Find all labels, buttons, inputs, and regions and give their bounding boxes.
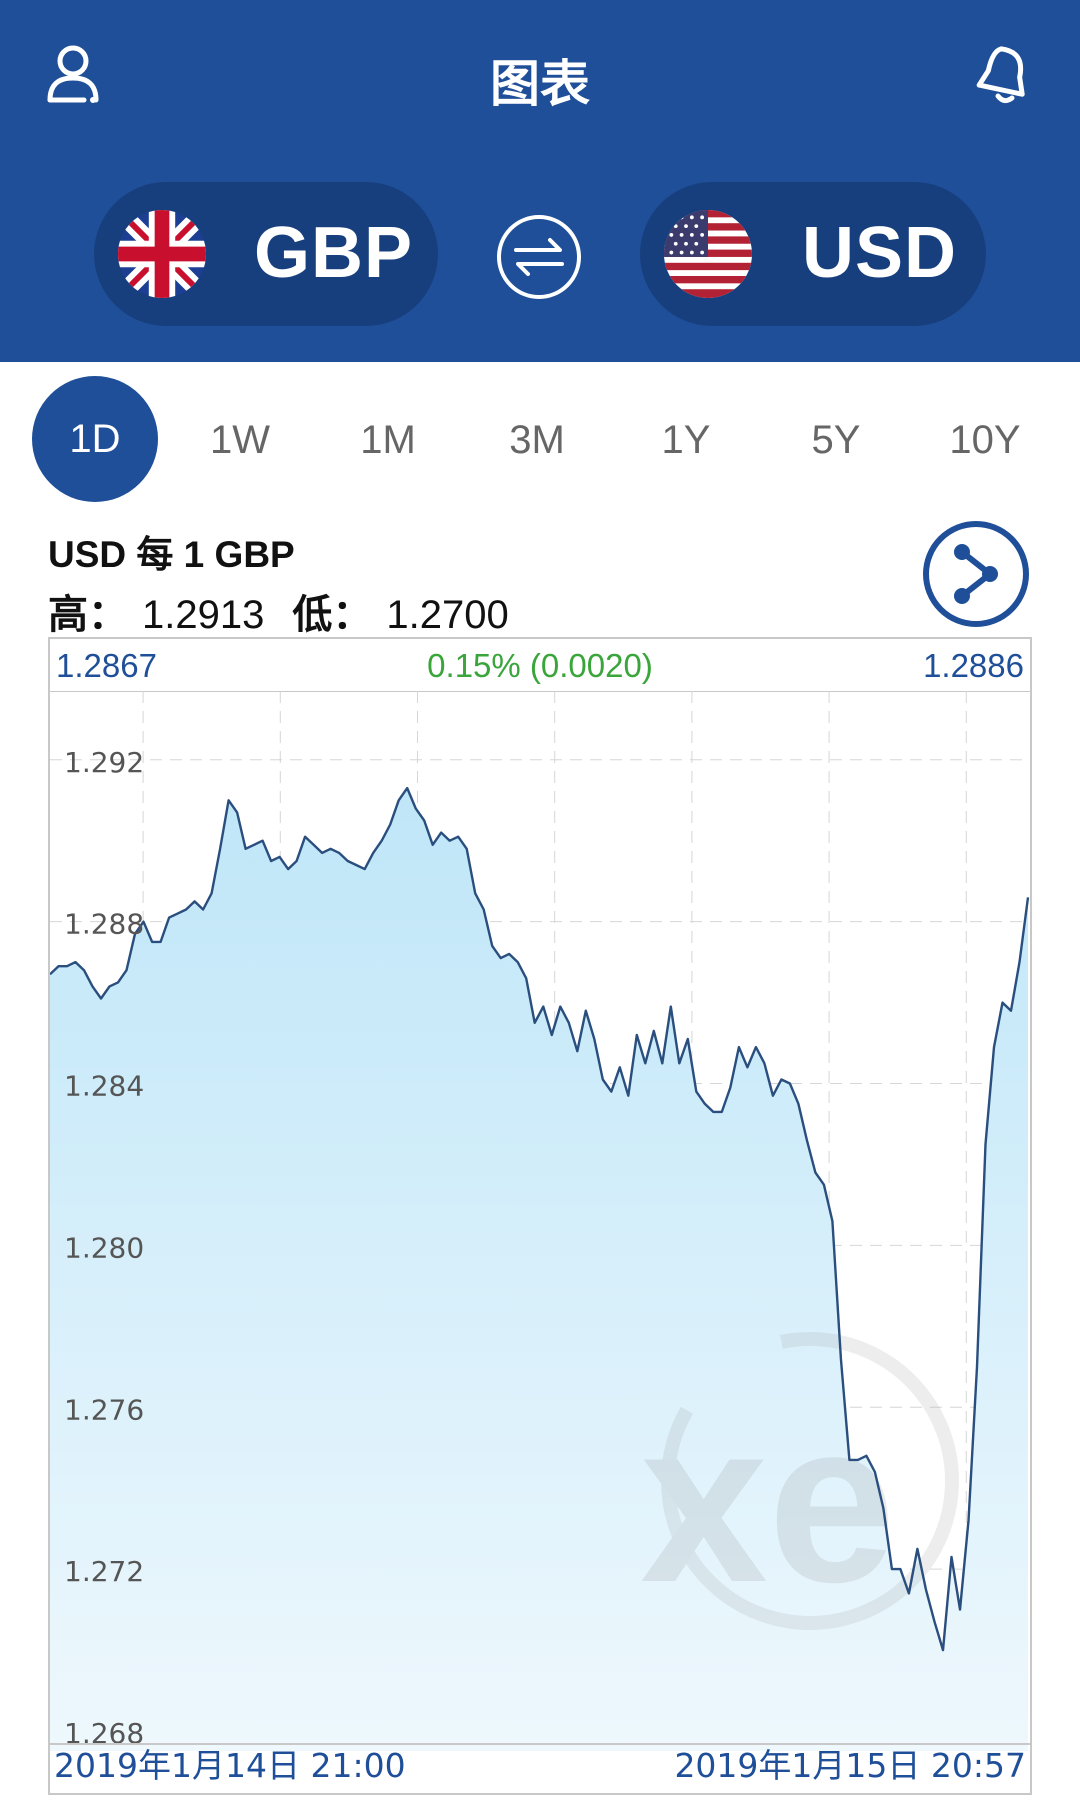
tab-1w[interactable]: 1W [210, 418, 270, 462]
high-low-row: 高： 1.2913 低： 1.2700 [48, 582, 509, 640]
app-header: 图表 GBP [0, 0, 1080, 362]
y-tick-label: 1.280 [64, 1231, 144, 1264]
start-date: 2019年1月14日 21:00 [54, 1746, 406, 1785]
pair-label: USD 每 1 GBP [48, 534, 295, 575]
to-currency-selector[interactable]: USD [640, 182, 986, 326]
date-range: 2019年1月14日 21:00 2019年1月15日 20:57 [50, 1743, 1030, 1793]
page-title: 图表 [490, 55, 590, 113]
low-value: 1.2700 [386, 593, 509, 637]
open-rate: 1.2867 [56, 647, 157, 684]
user-icon[interactable] [46, 44, 100, 104]
tab-1y[interactable]: 1Y [661, 418, 711, 462]
tab-1d[interactable]: 1D [32, 376, 158, 502]
tab-3m[interactable]: 3M [509, 418, 565, 462]
watermark-text: xe [640, 1373, 896, 1630]
to-currency-code: USD [802, 213, 958, 293]
share-icon[interactable] [922, 520, 1030, 628]
high-label: 高： [48, 593, 128, 637]
change-rate: 0.15% (0.0020) [427, 647, 653, 684]
timeframe-tabs: 1D 1W 1M 3M 1Y 5Y 10Y [0, 376, 1080, 504]
bell-icon[interactable] [976, 44, 1032, 106]
y-tick-label: 1.276 [64, 1393, 144, 1426]
tab-5y[interactable]: 5Y [811, 418, 861, 462]
rate-line [50, 786, 1030, 1652]
y-tick-label: 1.272 [64, 1555, 144, 1588]
y-tick-label: 1.288 [64, 908, 144, 941]
y-tick-label: 1.284 [64, 1070, 144, 1103]
us-flag-icon [664, 210, 752, 298]
xe-watermark: xe [640, 1332, 959, 1630]
close-rate: 1.2886 [923, 647, 1024, 684]
uk-flag-icon [118, 210, 206, 298]
from-currency-code: GBP [254, 213, 414, 293]
low-label: 低： [292, 593, 373, 637]
swap-arrows-icon[interactable] [496, 214, 582, 300]
rate-area [50, 788, 1028, 1751]
from-currency-selector[interactable]: GBP [94, 182, 438, 326]
tab-10y[interactable]: 10Y [949, 418, 1021, 462]
tab-1m[interactable]: 1M [360, 418, 416, 462]
rate-chart: 1.2867 0.15% (0.0020) 1.2886 xe 1.292 1.2… [48, 637, 1032, 1795]
end-date: 2019年1月15日 20:57 [674, 1746, 1026, 1785]
y-tick-label: 1.292 [64, 746, 144, 779]
high-value: 1.2913 [142, 593, 265, 637]
